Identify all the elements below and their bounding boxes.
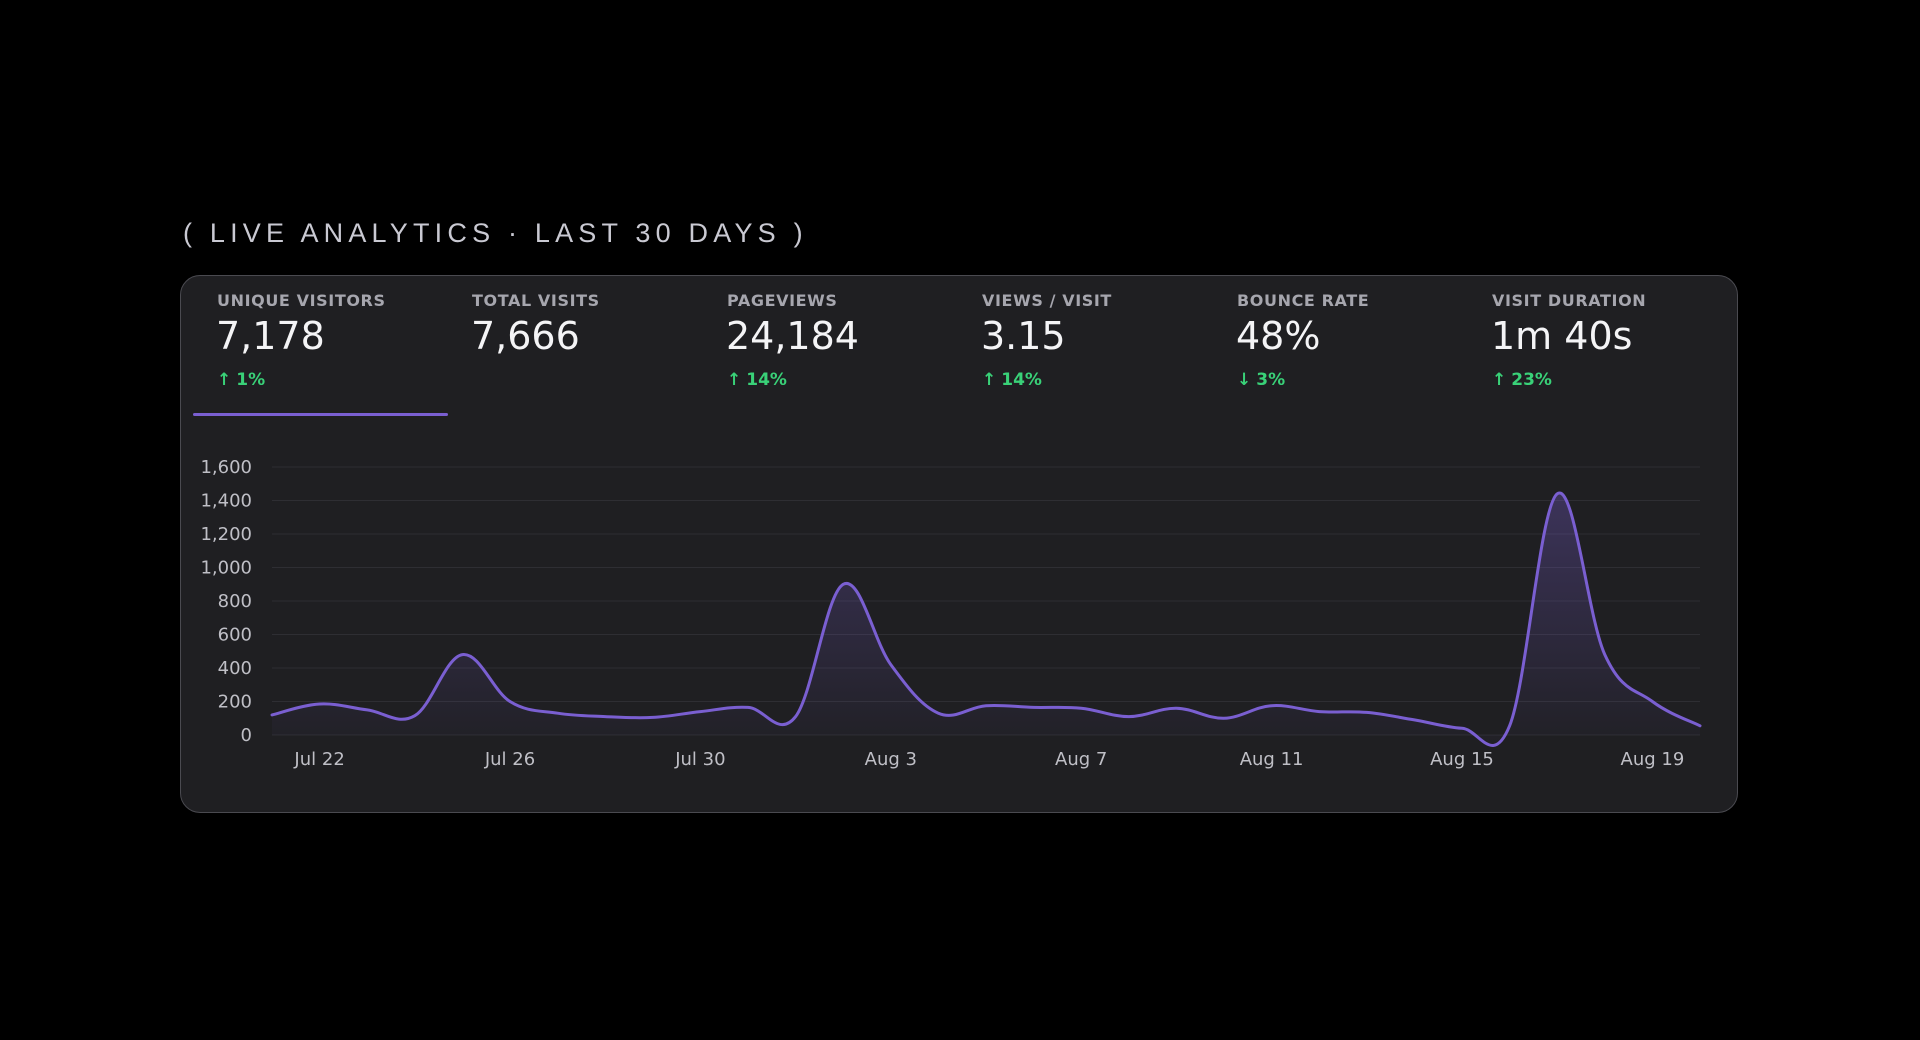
metric-change-value: 14% <box>1001 370 1042 390</box>
metric-label: PAGEVIEWS <box>727 291 838 310</box>
arrow-down-icon: ↓ <box>1237 370 1252 390</box>
metric-change: ↑ 14% <box>982 370 1042 390</box>
data-point <box>936 711 940 715</box>
metric-value: 48% <box>1236 314 1321 358</box>
metric-label: UNIQUE VISITORS <box>217 291 386 310</box>
y-tick-label: 600 <box>218 625 252 646</box>
data-point <box>1079 706 1083 710</box>
arrow-up-icon: ↑ <box>727 370 742 390</box>
metric-change: ↑ 14% <box>727 370 787 390</box>
data-point <box>698 710 702 714</box>
arrow-up-icon: ↑ <box>982 370 997 390</box>
series-area <box>272 492 1700 746</box>
metrics-row: UNIQUE VISITORS 7,178 ↑ 1% TOTAL VISITS 7… <box>193 276 1725 418</box>
x-tick-label: Aug 3 <box>865 749 917 770</box>
x-tick-label: Jul 26 <box>484 749 535 770</box>
data-point <box>1555 492 1559 496</box>
data-point <box>746 705 750 709</box>
data-point <box>1365 710 1369 714</box>
data-point <box>460 653 464 657</box>
y-tick-label: 1,000 <box>200 558 252 579</box>
metric-label: VISIT DURATION <box>1492 291 1647 310</box>
visitors-chart: 0 200 400 600 800 1,000 1,200 1,400 1,600 Jul 22… <box>200 457 1702 770</box>
metric-value: 24,184 <box>726 314 859 358</box>
metric-label: VIEWS / VISIT <box>982 291 1112 310</box>
arrow-up-icon: ↑ <box>1492 370 1507 390</box>
data-point <box>1460 726 1464 730</box>
x-axis: Jul 22 Jul 26 Jul 30 Aug 3 Aug 7 Aug 11 Aug 15… <box>293 749 1684 770</box>
x-tick-label: Aug 19 <box>1621 749 1685 770</box>
data-point <box>1317 710 1321 714</box>
data-point <box>1603 653 1607 657</box>
data-point <box>508 700 512 704</box>
analytics-card: UNIQUE VISITORS 7,178 ↑ 1% TOTAL VISITS 7… <box>180 275 1738 813</box>
data-point <box>270 713 274 717</box>
data-point <box>318 702 322 706</box>
y-axis: 0 200 400 600 800 1,000 1,200 1,400 1,600 <box>200 457 252 746</box>
x-tick-label: Aug 7 <box>1055 749 1107 770</box>
data-point <box>651 715 655 719</box>
data-point <box>1174 706 1178 710</box>
data-point <box>1222 716 1226 720</box>
y-tick-label: 1,400 <box>200 491 252 512</box>
metric-bounce-rate[interactable]: BOUNCE RATE 48% ↓ 3% <box>1213 276 1468 418</box>
metric-total-visits[interactable]: TOTAL VISITS 7,666 <box>448 276 703 418</box>
data-point <box>1412 718 1416 722</box>
y-tick-label: 200 <box>218 692 252 713</box>
y-tick-label: 0 <box>241 725 252 746</box>
metric-pageviews[interactable]: PAGEVIEWS 24,184 ↑ 14% <box>703 276 958 418</box>
metric-views-per-visit[interactable]: VIEWS / VISIT 3.15 ↑ 14% <box>958 276 1213 418</box>
data-point <box>603 715 607 719</box>
x-tick-label: Aug 15 <box>1430 749 1494 770</box>
data-point <box>1032 705 1036 709</box>
metric-value: 7,666 <box>471 314 580 358</box>
data-point <box>1270 704 1274 708</box>
metric-value: 7,178 <box>216 314 325 358</box>
x-tick-label: Jul 30 <box>674 749 725 770</box>
metric-change-value: 23% <box>1511 370 1552 390</box>
y-tick-label: 1,200 <box>200 524 252 545</box>
section-title: ( LIVE ANALYTICS · LAST 30 DAYS ) <box>183 218 808 248</box>
metric-change-value: 3% <box>1256 370 1286 390</box>
data-point <box>889 663 893 667</box>
data-point <box>841 582 845 586</box>
metric-unique-visitors[interactable]: UNIQUE VISITORS 7,178 ↑ 1% <box>193 276 448 418</box>
x-tick-label: Aug 11 <box>1240 749 1304 770</box>
metric-change-value: 1% <box>236 370 266 390</box>
metric-value: 3.15 <box>981 314 1066 358</box>
selected-metric-indicator <box>193 413 448 416</box>
data-point <box>1508 724 1512 728</box>
data-point <box>1127 715 1131 719</box>
metric-value: 1m 40s <box>1491 314 1633 358</box>
metric-visit-duration[interactable]: VISIT DURATION 1m 40s ↑ 23% <box>1468 276 1723 418</box>
data-point <box>413 714 417 718</box>
metric-change: ↓ 3% <box>1237 370 1285 390</box>
y-tick-label: 400 <box>218 658 252 679</box>
metric-change: ↑ 23% <box>1492 370 1552 390</box>
arrow-up-icon: ↑ <box>217 370 232 390</box>
metric-change-value: 14% <box>746 370 787 390</box>
metric-label: BOUNCE RATE <box>1237 291 1370 310</box>
data-point <box>365 708 369 712</box>
y-tick-label: 800 <box>218 591 252 612</box>
metric-change: ↑ 1% <box>217 370 265 390</box>
y-tick-label: 1,600 <box>200 457 252 478</box>
metric-label: TOTAL VISITS <box>472 291 600 310</box>
data-point <box>1698 724 1702 728</box>
series-line <box>270 491 1702 747</box>
data-point <box>1650 700 1654 704</box>
data-point <box>984 704 988 708</box>
data-point <box>556 711 560 715</box>
x-tick-label: Jul 22 <box>293 749 344 770</box>
data-point <box>794 715 798 719</box>
